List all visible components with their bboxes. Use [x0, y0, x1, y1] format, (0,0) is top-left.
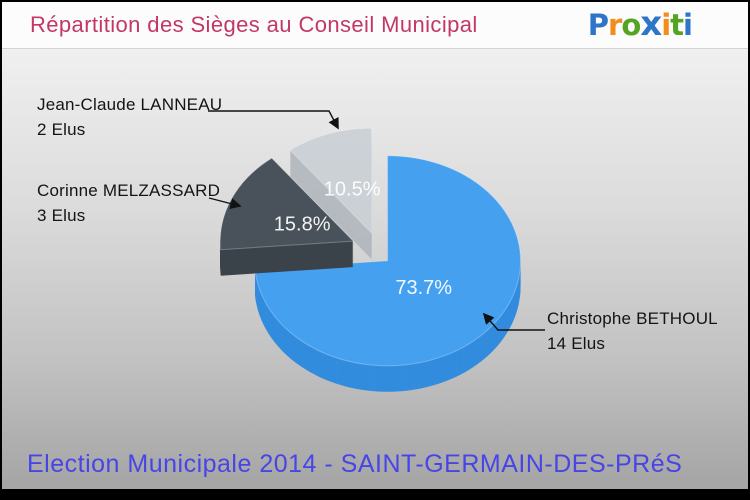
callout-name: Jean-Claude LANNEAU [37, 95, 223, 114]
logo-letter: o [621, 8, 641, 42]
header: Répartition des Sièges au Conseil Munici… [2, 2, 748, 49]
callout-lanneau: Jean-Claude LANNEAU 2 Elus [37, 92, 222, 142]
percent-label: 73.7% [395, 277, 452, 299]
callout-name: Christophe BETHOUL [547, 309, 718, 328]
logo-letter: P [587, 8, 609, 42]
callout-melzassard: Corinne MELZASSARD 3 Elus [37, 178, 220, 228]
pie-slice-jean-claude-lanneau [289, 127, 373, 260]
proxiti-logo[interactable]: Proxiti [587, 4, 693, 44]
footer-caption: Election Municipale 2014 - SAINT-GERMAIN… [27, 450, 683, 478]
logo-letter: i [661, 8, 671, 42]
callout-arrow-bethoul [482, 312, 545, 331]
bottom-bar [2, 489, 748, 498]
callout-name: Corinne MELZASSARD [37, 181, 221, 200]
callout-arrow-lanneau [208, 110, 339, 130]
logo-letter: i [683, 8, 693, 42]
logo-letter: t [670, 8, 684, 42]
percent-label: 15.8% [274, 213, 331, 235]
pie-slice-christophe-bethoul [254, 155, 522, 392]
chart-title: Répartition des Sièges au Conseil Munici… [30, 12, 478, 37]
callout-seats: 14 Elus [547, 334, 606, 353]
callout-seats: 3 Elus [37, 206, 86, 225]
percent-label: 10.5% [324, 178, 381, 200]
callout-arrow-melzassard [208, 197, 242, 210]
pie-slice-corinne-melzassard [219, 157, 355, 276]
callout-arrows [208, 110, 545, 331]
logo-letter: r [608, 8, 622, 42]
callout-seats: 2 Elus [37, 120, 86, 139]
callout-bethoul: Christophe BETHOUL 14 Elus [547, 306, 718, 356]
